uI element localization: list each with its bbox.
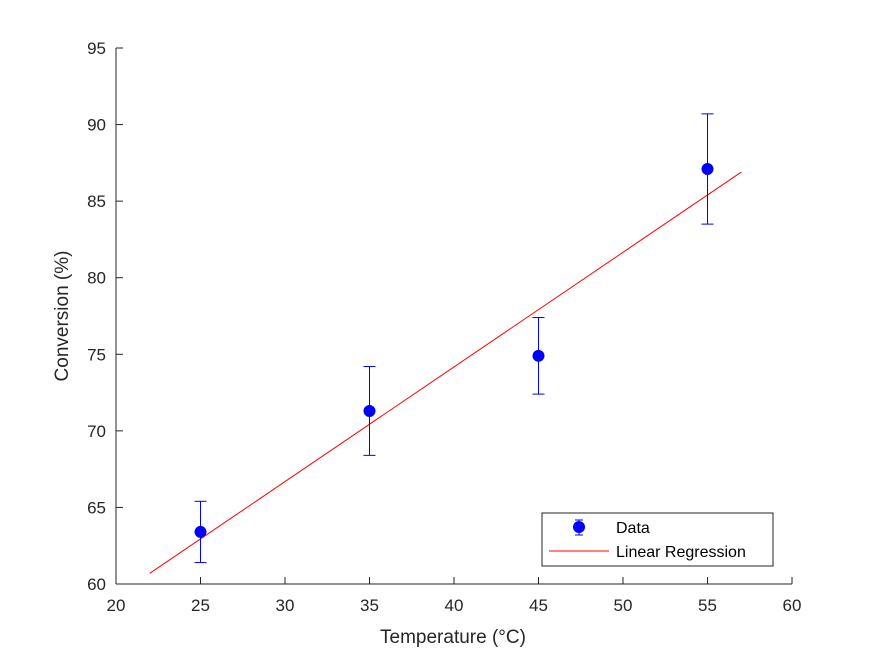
y-tick-label: 75 — [87, 345, 106, 364]
data-point — [194, 525, 207, 538]
x-tick-label: 25 — [191, 596, 210, 615]
legend: Data Linear Regression — [541, 512, 774, 567]
x-tick-label: 50 — [614, 596, 633, 615]
tick-labels: 20 25 30 35 40 45 50 55 60 60 65 70 75 80 85 90 95 — [87, 39, 801, 615]
legend-label-data: Data — [616, 520, 650, 537]
x-tick-label: 60 — [783, 596, 802, 615]
y-tick-label: 80 — [87, 269, 106, 288]
y-tick-label: 60 — [87, 575, 106, 594]
y-axis-label: Conversion (%) — [52, 251, 73, 382]
legend-data-marker — [573, 521, 585, 533]
plot-marks — [149, 113, 742, 574]
y-tick-label: 95 — [87, 39, 106, 58]
legend-label-regression: Linear Regression — [616, 544, 746, 561]
data-point — [363, 404, 376, 417]
y-tick-label: 70 — [87, 422, 106, 441]
y-tick-label: 90 — [87, 116, 106, 135]
x-tick-label: 35 — [360, 596, 379, 615]
y-tick-label: 65 — [87, 498, 106, 517]
x-tick-label: 30 — [276, 596, 295, 615]
x-tick-label: 20 — [107, 596, 126, 615]
x-tick-label: 45 — [529, 596, 548, 615]
data-point — [701, 162, 714, 175]
data-point — [532, 349, 545, 362]
x-tick-label: 40 — [445, 596, 464, 615]
y-tick-label: 85 — [87, 192, 106, 211]
x-tick-label: 55 — [698, 596, 717, 615]
axes — [115, 47, 793, 585]
x-axis-label: Temperature (°C) — [380, 627, 526, 648]
regression-line — [149, 171, 742, 574]
